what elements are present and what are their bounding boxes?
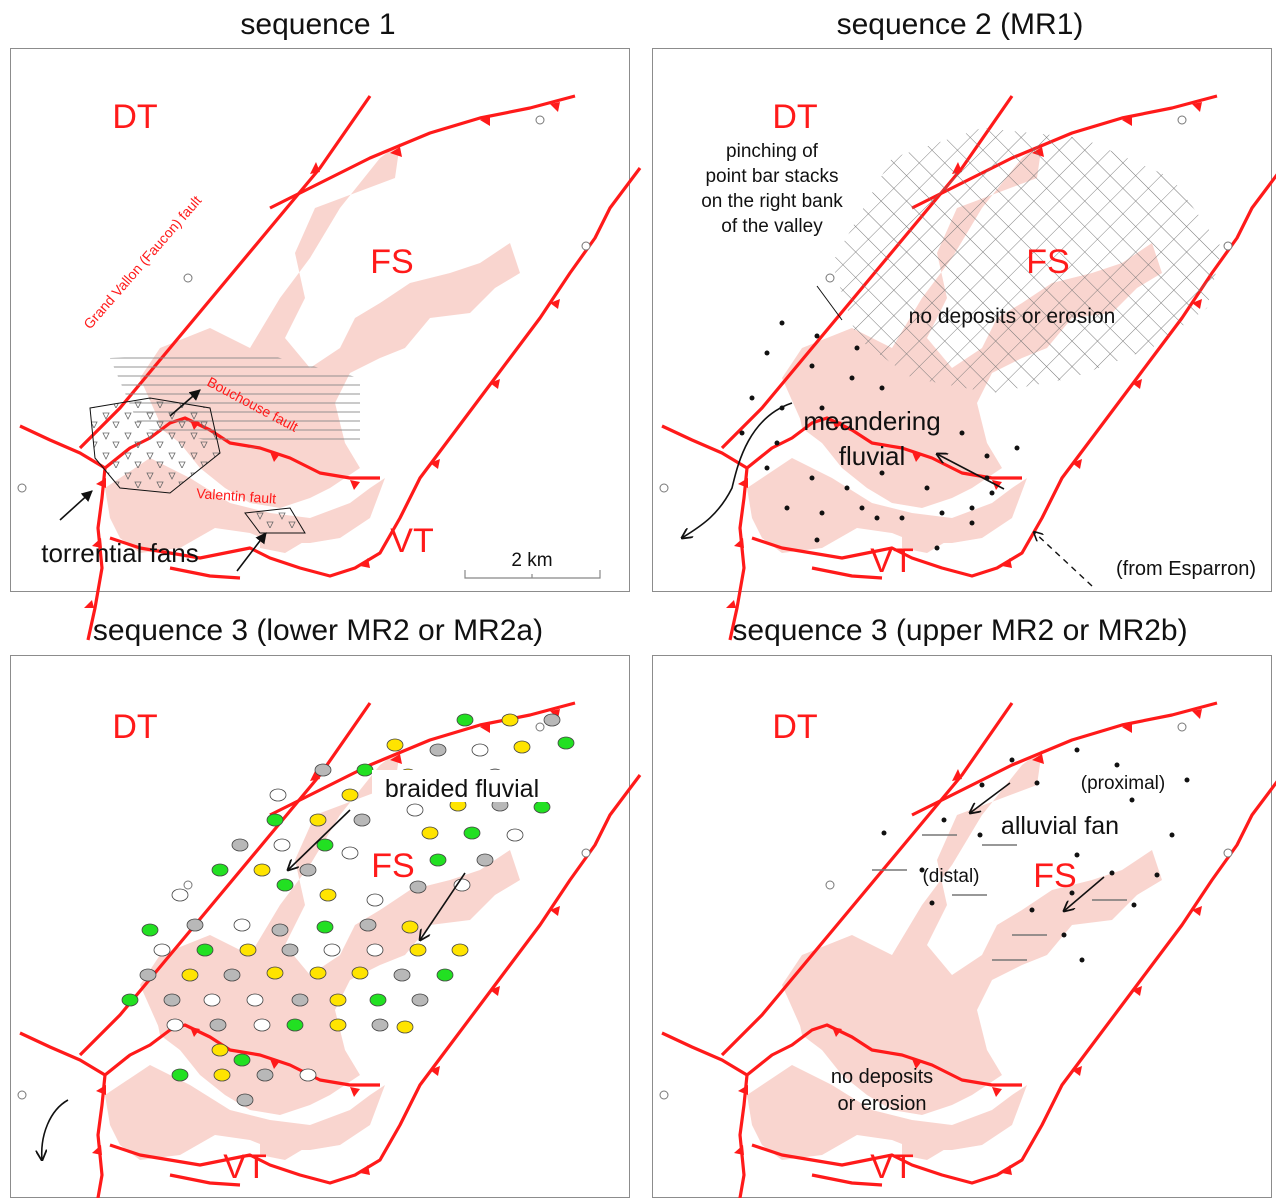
arrow-icon [169, 389, 201, 417]
torrential-fan-north [89, 397, 221, 494]
fault-label-valentin: Valentin fault [196, 485, 277, 507]
annotation-torrential-fans: torrential fans [41, 538, 199, 568]
facies-line-1: meandering [803, 406, 940, 436]
arrow-icon [236, 532, 267, 572]
label-vt-4: VT [870, 1148, 913, 1186]
note-line-4: of the valley [721, 216, 823, 237]
label-fs-4: FS [1033, 857, 1076, 895]
panel-title-sequence-2: sequence 2 (MR1) [836, 8, 1084, 41]
label-vt-1: VT [390, 522, 433, 560]
label-no-deposits-2: no deposits or erosion [909, 305, 1116, 328]
alluvial-fan-dots [881, 747, 1190, 963]
label-vt-2: VT [870, 542, 913, 580]
flow-arrow-icon [288, 809, 351, 870]
torrential-fan-south [244, 507, 306, 534]
facies-alluvial-fan: alluvial fan [1001, 812, 1119, 840]
note-line-1: pinching of [726, 141, 819, 162]
map-panel-1 [16, 94, 642, 642]
panel-title-sequence-3a: sequence 3 (lower MR2 or MR2a) [92, 614, 544, 647]
map-panel-2 [658, 94, 1276, 642]
label-dt-3: DT [112, 708, 157, 746]
no-deposits-line-2: or erosion [838, 1093, 927, 1115]
flow-arrow-icon [970, 782, 1011, 813]
flow-arrow-icon [937, 454, 1005, 490]
flow-arrow-icon [42, 1099, 69, 1160]
point-bar-dots [739, 320, 1020, 551]
flow-arrow-icon [420, 872, 466, 940]
note-line-2: point bar stacks [705, 166, 838, 187]
fault-label-grand-vallon: Grand Vallon (Faucon) fault [80, 192, 204, 332]
label-fs-3: FS [371, 847, 414, 885]
label-distal: (distal) [922, 866, 979, 887]
scale-bar-label: 2 km [511, 550, 552, 571]
label-dt-4: DT [772, 708, 817, 746]
label-fs-1: FS [370, 243, 413, 281]
label-dt-1: DT [112, 98, 157, 136]
flow-arrow-dashed-icon [1034, 532, 1093, 587]
note-line-3: on the right bank [701, 191, 843, 212]
source-label: (from Esparron) [1116, 558, 1256, 580]
distal-dashes [872, 834, 1127, 961]
panel-title-sequence-3b: sequence 3 (upper MR2 or MR2b) [732, 614, 1188, 647]
label-fs-2: FS [1026, 243, 1069, 281]
no-deposits-line-1: no deposits [831, 1066, 933, 1088]
facies-braided: braided fluvial [385, 775, 539, 803]
label-dt-2: DT [772, 98, 817, 136]
flow-arrow-icon [1064, 876, 1105, 911]
panel-title-sequence-1: sequence 1 [240, 8, 396, 41]
facies-line-2: fluvial [839, 441, 905, 471]
arrow-icon [59, 490, 93, 521]
label-proximal: (proximal) [1081, 773, 1165, 794]
scale-bar [464, 570, 601, 579]
no-deposit-crosshatch [832, 128, 1222, 393]
label-vt-3: VT [223, 1148, 266, 1186]
map-panel-4 [658, 701, 1276, 1198]
flow-arrow-icon [682, 402, 793, 538]
